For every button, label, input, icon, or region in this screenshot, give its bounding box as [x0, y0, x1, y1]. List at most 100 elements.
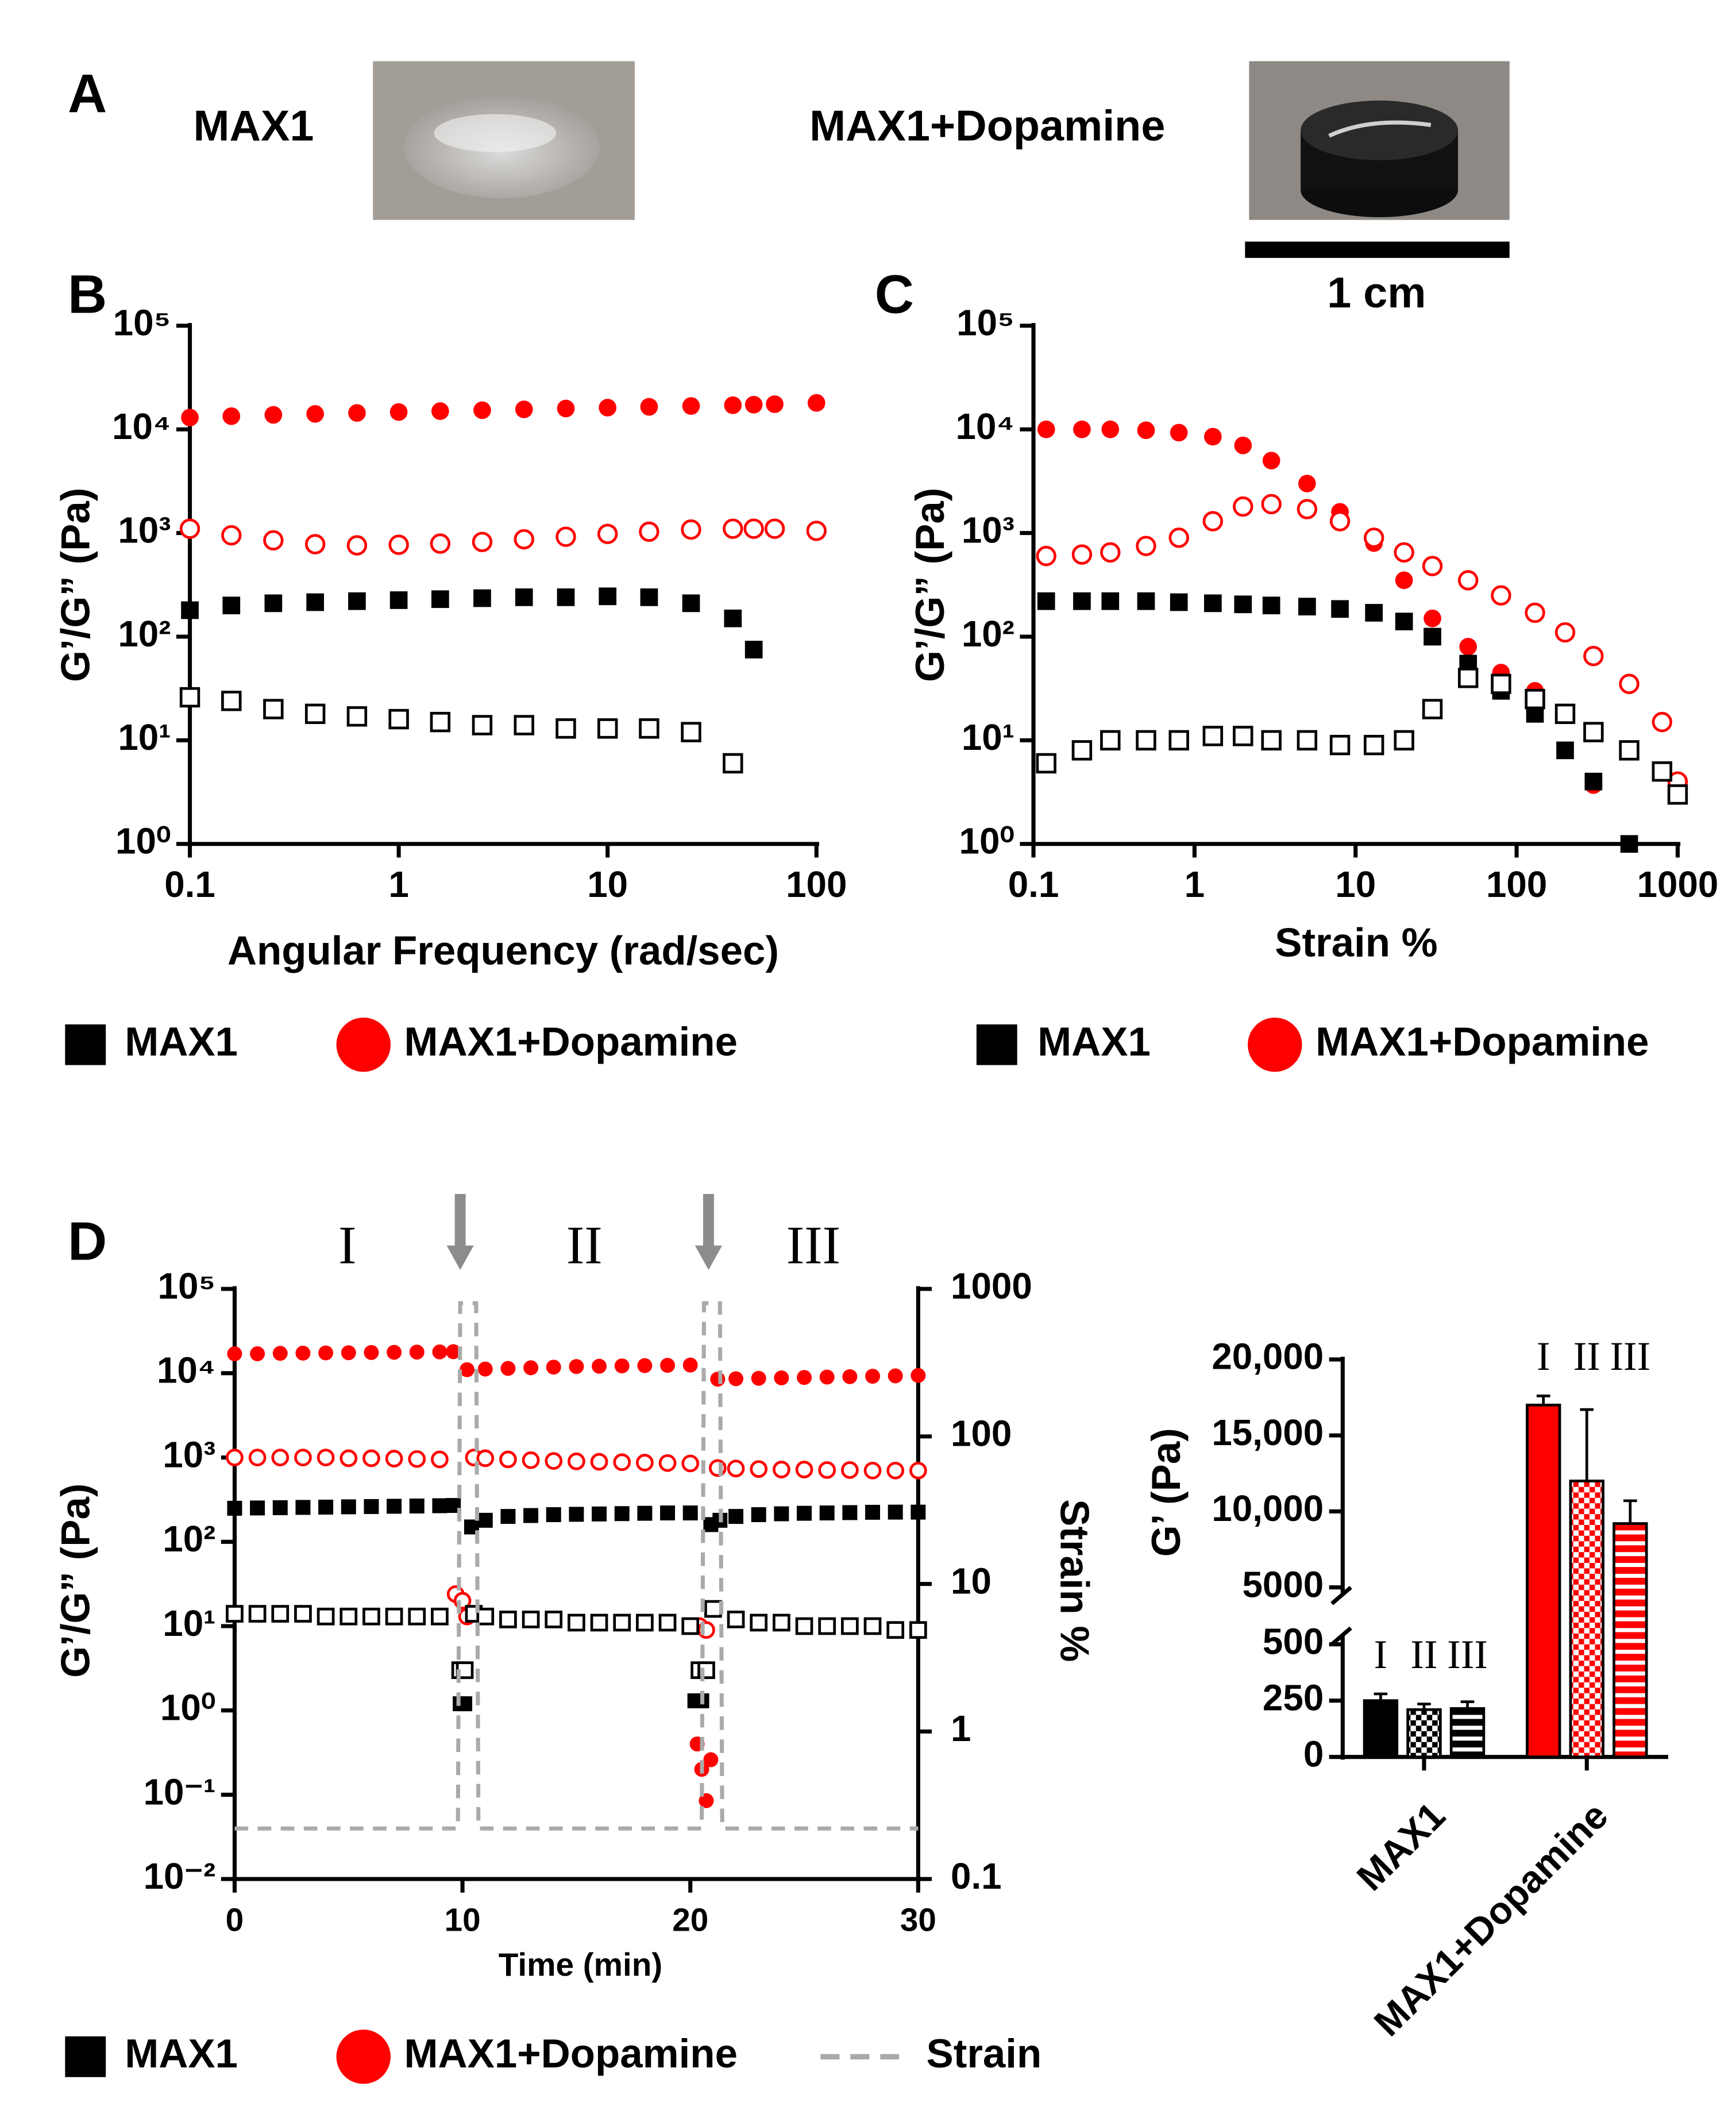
data-point: [636, 1613, 654, 1632]
data-point: [658, 1613, 677, 1632]
data-point: [682, 594, 700, 613]
data-point: [708, 1459, 727, 1477]
data-point: [304, 703, 326, 725]
data-point: [473, 401, 491, 419]
data-point: [264, 406, 283, 424]
y-axis-label: G’/G” (Pa): [908, 488, 953, 682]
y-axis-label: G’ (Pa): [1144, 1428, 1189, 1557]
bar: [1363, 1699, 1399, 1759]
data-point: [1101, 592, 1120, 610]
phase-arrow: [695, 1193, 723, 1270]
data-point: [597, 523, 618, 544]
scale-bar-label: 1 cm: [1327, 269, 1426, 317]
data-point: [515, 400, 533, 418]
data-point: [522, 1611, 540, 1628]
data-point: [557, 399, 575, 418]
sample-label: MAX1+Dopamine: [809, 102, 1165, 150]
data-point: [774, 1370, 789, 1385]
series-label: I: [1537, 1334, 1550, 1379]
legend-label: MAX1: [125, 1019, 238, 1065]
data-point: [723, 753, 743, 774]
data-point: [179, 687, 200, 708]
data-point: [1202, 726, 1224, 746]
data-point: [842, 1505, 858, 1520]
data-point: [387, 1499, 402, 1514]
data-point: [1073, 592, 1091, 610]
data-point: [1036, 545, 1056, 567]
data-point: [1071, 740, 1093, 761]
error-bar: [1623, 1499, 1637, 1524]
legend-label: MAX1+Dopamine: [404, 2031, 738, 2077]
phase-arrow: [446, 1193, 474, 1270]
data-point: [250, 1500, 265, 1516]
bar: [1612, 1522, 1648, 1759]
phase-label: II: [566, 1216, 603, 1276]
data-point: [272, 1500, 288, 1515]
data-point: [431, 402, 449, 420]
data-point: [304, 534, 326, 554]
data-point: [317, 1449, 335, 1466]
data-point: [385, 1607, 403, 1626]
phase-label: III: [786, 1216, 840, 1276]
x-axis-label: Time (min): [499, 1947, 662, 1984]
data-point: [294, 1449, 312, 1466]
y-tick-label: 10⁴: [956, 406, 1014, 447]
data-point: [1458, 668, 1479, 688]
data-point: [818, 1617, 836, 1635]
data-point: [640, 588, 658, 606]
data-point: [614, 1358, 630, 1374]
panel-label: C: [875, 265, 914, 325]
data-point: [613, 1453, 631, 1472]
data-point: [1136, 536, 1156, 556]
data-point: [364, 1499, 379, 1514]
y-tick-label: 10⁻²: [144, 1855, 216, 1897]
data-point: [523, 1508, 539, 1523]
data-point: [1652, 711, 1673, 733]
data-point: [295, 1345, 311, 1361]
data-point: [387, 1345, 402, 1360]
data-point: [409, 1498, 425, 1513]
data-point: [409, 1345, 425, 1360]
data-point: [1037, 592, 1055, 610]
gel-highlight: [434, 114, 556, 152]
data-point: [1234, 595, 1252, 614]
y-tick-label: 10²: [163, 1518, 215, 1559]
legend-swatch: [336, 1017, 391, 1072]
data-point: [248, 1605, 267, 1623]
data-point: [181, 601, 199, 619]
data-point: [865, 1369, 881, 1384]
data-point: [408, 1607, 426, 1626]
x-tick-label: 10: [445, 1903, 481, 1939]
data-point: [221, 525, 242, 546]
data-point: [1363, 527, 1384, 548]
data-point: [636, 1454, 654, 1472]
data-point: [385, 1450, 403, 1468]
sample-label: MAX1: [194, 102, 314, 150]
x-tick-label: 30: [900, 1903, 936, 1939]
data-point: [841, 1617, 859, 1635]
y2-tick-label: 0.1: [951, 1855, 1002, 1897]
data-point: [592, 1506, 607, 1522]
legend-swatch: [65, 1024, 106, 1065]
data-point: [1101, 420, 1120, 438]
data-point: [886, 1621, 905, 1639]
y-axis-label: G’/G” (Pa): [53, 1484, 99, 1678]
data-point: [460, 1362, 474, 1377]
data-point: [727, 1611, 745, 1628]
data-point: [346, 535, 368, 556]
data-point: [263, 530, 284, 551]
data-point: [743, 518, 764, 539]
y-tick-label: 10⁵: [113, 302, 171, 344]
panel-label: B: [68, 265, 107, 325]
data-point: [1584, 772, 1603, 791]
legend-swatch: [1248, 1017, 1302, 1072]
data-point: [1137, 421, 1155, 440]
x-tick-label: 20: [672, 1903, 708, 1939]
data-point: [1234, 436, 1252, 455]
data-point: [1422, 556, 1443, 576]
data-point: [590, 1453, 608, 1471]
y-tick-label: 5000: [1242, 1563, 1324, 1605]
data-point: [477, 1361, 493, 1377]
data-point: [806, 521, 827, 541]
